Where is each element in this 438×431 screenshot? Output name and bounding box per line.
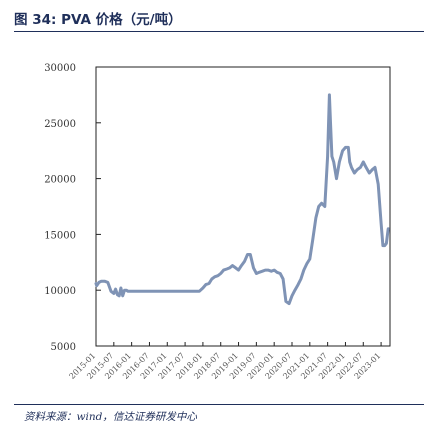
source-note: 资料来源：wind，信达证券研发中心 [24,411,197,423]
x-axis: 2015-012015-072016-012016-072017-012017-… [68,342,383,381]
y-tick-label: 5000 [51,342,76,353]
top-rule [14,31,424,32]
y-tick-label: 25000 [44,119,76,130]
y-tick-label: 10000 [44,286,76,297]
plot-frame [95,66,391,347]
y-tick-label: 15000 [44,230,76,241]
y-tick-label: 20000 [44,175,76,186]
bottom-rule [14,404,424,405]
y-axis: 5000 10000 15000 20000 25000 30000 [44,63,101,353]
y-tick-label: 30000 [44,63,76,74]
chart-title: 图 34: PVA 价格（元/吨） [14,12,182,28]
pva-price-line [94,93,390,306]
line-chart: 5000 10000 15000 20000 25000 30000 2015-01201… [44,63,391,381]
